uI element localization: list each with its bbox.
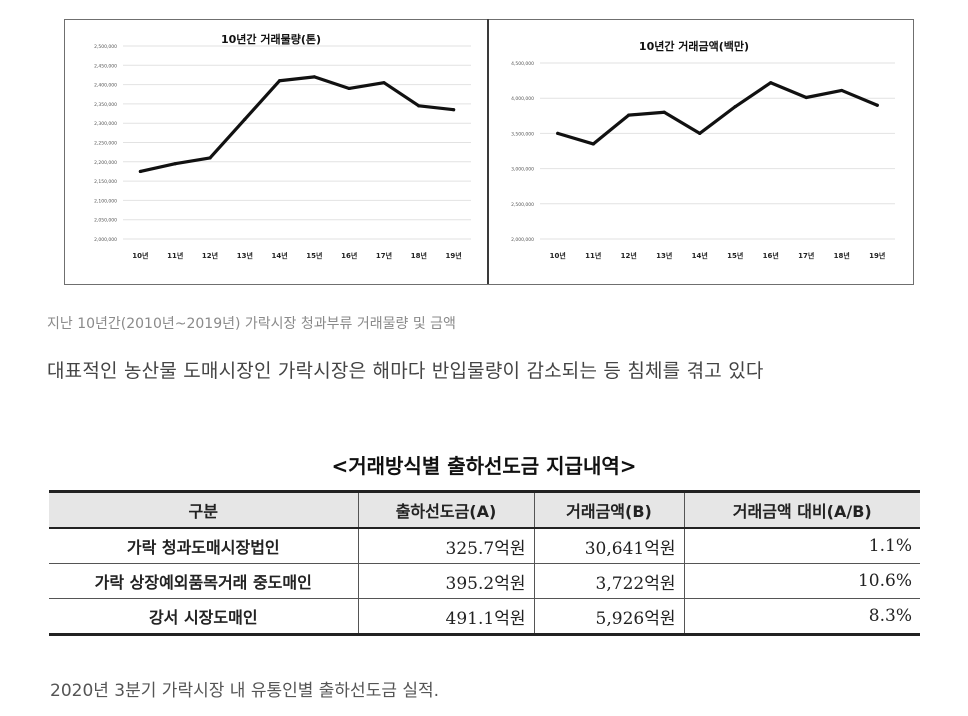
x-tick-label: 11년 [585,251,601,260]
payout-table: 구분 출하선도금(A) 거래금액(B) 거래금액 대비(A/B) 가락 청과도매… [49,490,920,636]
data-point [243,117,247,121]
data-point [452,108,456,112]
x-tick-label: 10년 [132,251,148,260]
row-amount: 5,926억원 [533,598,685,636]
data-point [875,103,879,107]
row-advance: 491.1억원 [357,598,535,636]
table-row: 가락 상장예외품목거래 중도매인 395.2억원 3,722억원 10.6% [49,563,920,599]
table-row: 강서 시장도매인 491.1억원 5,926억원 8.3% [49,598,920,636]
x-tick-label: 14년 [272,251,288,260]
data-point [662,110,666,114]
y-tick-label: 3,500,000 [511,131,534,137]
x-tick-label: 11년 [167,251,183,260]
data-point [382,81,386,85]
data-point [591,142,595,146]
y-tick-label: 2,100,000 [94,198,117,204]
data-point [556,131,560,135]
x-tick-label: 13년 [237,251,253,260]
y-tick-label: 2,300,000 [94,121,117,127]
x-tick-label: 10년 [550,251,566,260]
data-point [138,169,142,174]
y-tick-label: 2,050,000 [94,218,117,224]
row-ratio: 8.3% [683,598,920,636]
y-tick-label: 2,200,000 [94,160,117,166]
chart-title: 10년간 거래물량(톤) [221,32,321,46]
row-advance: 395.2억원 [357,563,535,599]
y-tick-label: 2,500,000 [94,44,117,50]
x-tick-label: 15년 [727,251,743,260]
x-tick-label: 12년 [202,251,218,260]
row-advance: 325.7억원 [357,527,535,564]
data-point [804,95,808,100]
x-tick-label: 19년 [869,251,885,260]
x-tick-label: 15년 [306,251,322,260]
row-category: 강서 시장도매인 [49,598,359,636]
chart-title: 10년간 거래금액(백만) [639,39,749,53]
table-caption: 2020년 3분기 가락시장 내 유통인별 출하선도금 실적. [50,681,440,701]
data-point [769,81,773,85]
row-category: 가락 청과도매시장법인 [49,527,359,564]
y-tick-label: 2,350,000 [94,102,117,108]
x-tick-label: 12년 [621,251,637,260]
y-tick-label: 3,000,000 [511,167,534,173]
x-tick-label: 14년 [692,251,708,260]
row-amount: 30,641억원 [533,527,685,564]
x-tick-label: 18년 [411,251,427,260]
data-point [733,105,737,109]
data-point [208,156,212,160]
y-tick-label: 2,000,000 [511,237,534,243]
row-category: 가락 상장예외품목거래 중도매인 [49,563,359,599]
x-tick-label: 16년 [763,251,779,260]
series-line [556,81,879,146]
x-tick-label: 17년 [376,251,392,260]
header-category: 구분 [49,490,359,529]
series-line [138,75,456,174]
y-tick-label: 2,000,000 [94,237,117,243]
table-title: <거래방식별 출하선도금 지급내역> [331,454,637,478]
data-point [173,162,177,166]
x-tick-label: 13년 [656,251,672,260]
row-ratio: 10.6% [683,563,920,599]
amount-line-chart: 10년간 거래금액(백만) 2,000,000 2,500,000 3,000,000… [511,39,895,260]
x-tick-label: 16년 [341,251,357,260]
chart-divider [487,19,489,284]
y-tick-label: 2,250,000 [94,141,117,147]
row-ratio: 1.1% [683,527,920,564]
chart-caption: 지난 10년간(2010년~2019년) 가락시장 청과부류 거래물량 및 금액 [47,316,456,332]
y-tick-label: 2,400,000 [94,83,117,89]
data-point [278,79,282,83]
y-tick-label: 2,500,000 [511,202,534,208]
x-tick-label: 17년 [798,251,814,260]
article-sentence: 대표적인 농산물 도매시장인 가락시장은 해마다 반입물량이 감소되는 등 침체… [47,360,764,382]
table-header-row: 구분 출하선도금(A) 거래금액(B) 거래금액 대비(A/B) [49,490,920,529]
data-point [417,104,421,108]
y-tick-label: 4,500,000 [511,61,534,67]
header-advance: 출하선도금(A) [357,490,535,529]
x-tick-label: 18년 [834,251,850,260]
x-tick-label: 19년 [446,251,462,260]
row-amount: 3,722억원 [533,563,685,599]
data-point [312,75,316,79]
y-tick-label: 4,000,000 [511,96,534,102]
volume-line-chart: 10년간 거래물량(톤) 2,000,000 2,050,000 2,100,000 2… [94,32,471,260]
header-amount: 거래금액(B) [533,490,685,529]
y-tick-label: 2,150,000 [94,179,117,185]
header-ratio: 거래금액 대비(A/B) [683,490,920,529]
data-point [627,113,631,117]
data-point [840,88,844,93]
y-tick-label: 2,450,000 [94,63,117,69]
data-point [698,131,702,135]
data-point [347,86,351,91]
table-row: 가락 청과도매시장법인 325.7억원 30,641억원 1.1% [49,527,920,564]
